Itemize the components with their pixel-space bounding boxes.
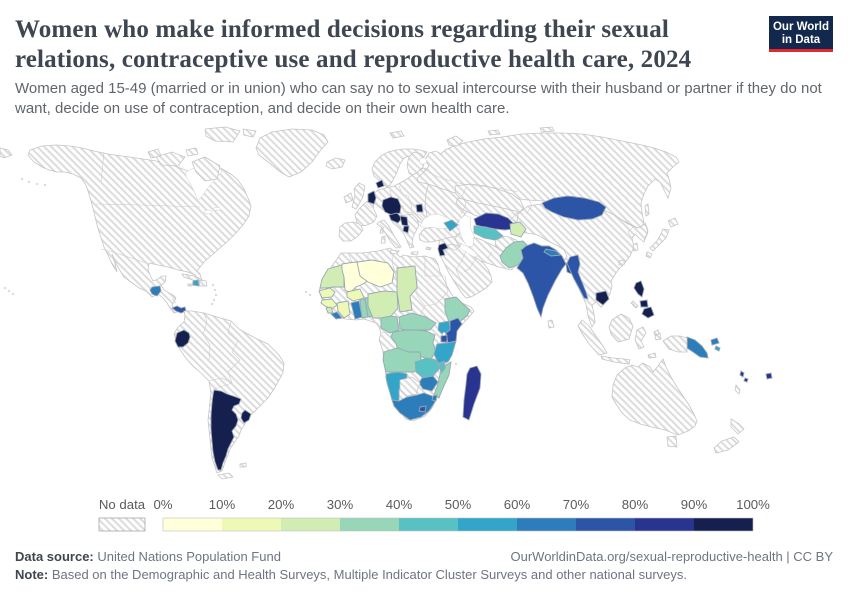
svg-text:No data: No data [99,497,146,512]
svg-text:30%: 30% [327,497,354,512]
svg-text:0%: 0% [153,497,172,512]
svg-text:80%: 80% [622,497,649,512]
svg-text:90%: 90% [681,497,708,512]
svg-text:10%: 10% [209,497,236,512]
svg-text:50%: 50% [445,497,472,512]
svg-text:70%: 70% [563,497,590,512]
svg-text:100%: 100% [736,497,770,512]
svg-text:20%: 20% [268,497,295,512]
svg-text:60%: 60% [504,497,531,512]
svg-text:40%: 40% [386,497,413,512]
